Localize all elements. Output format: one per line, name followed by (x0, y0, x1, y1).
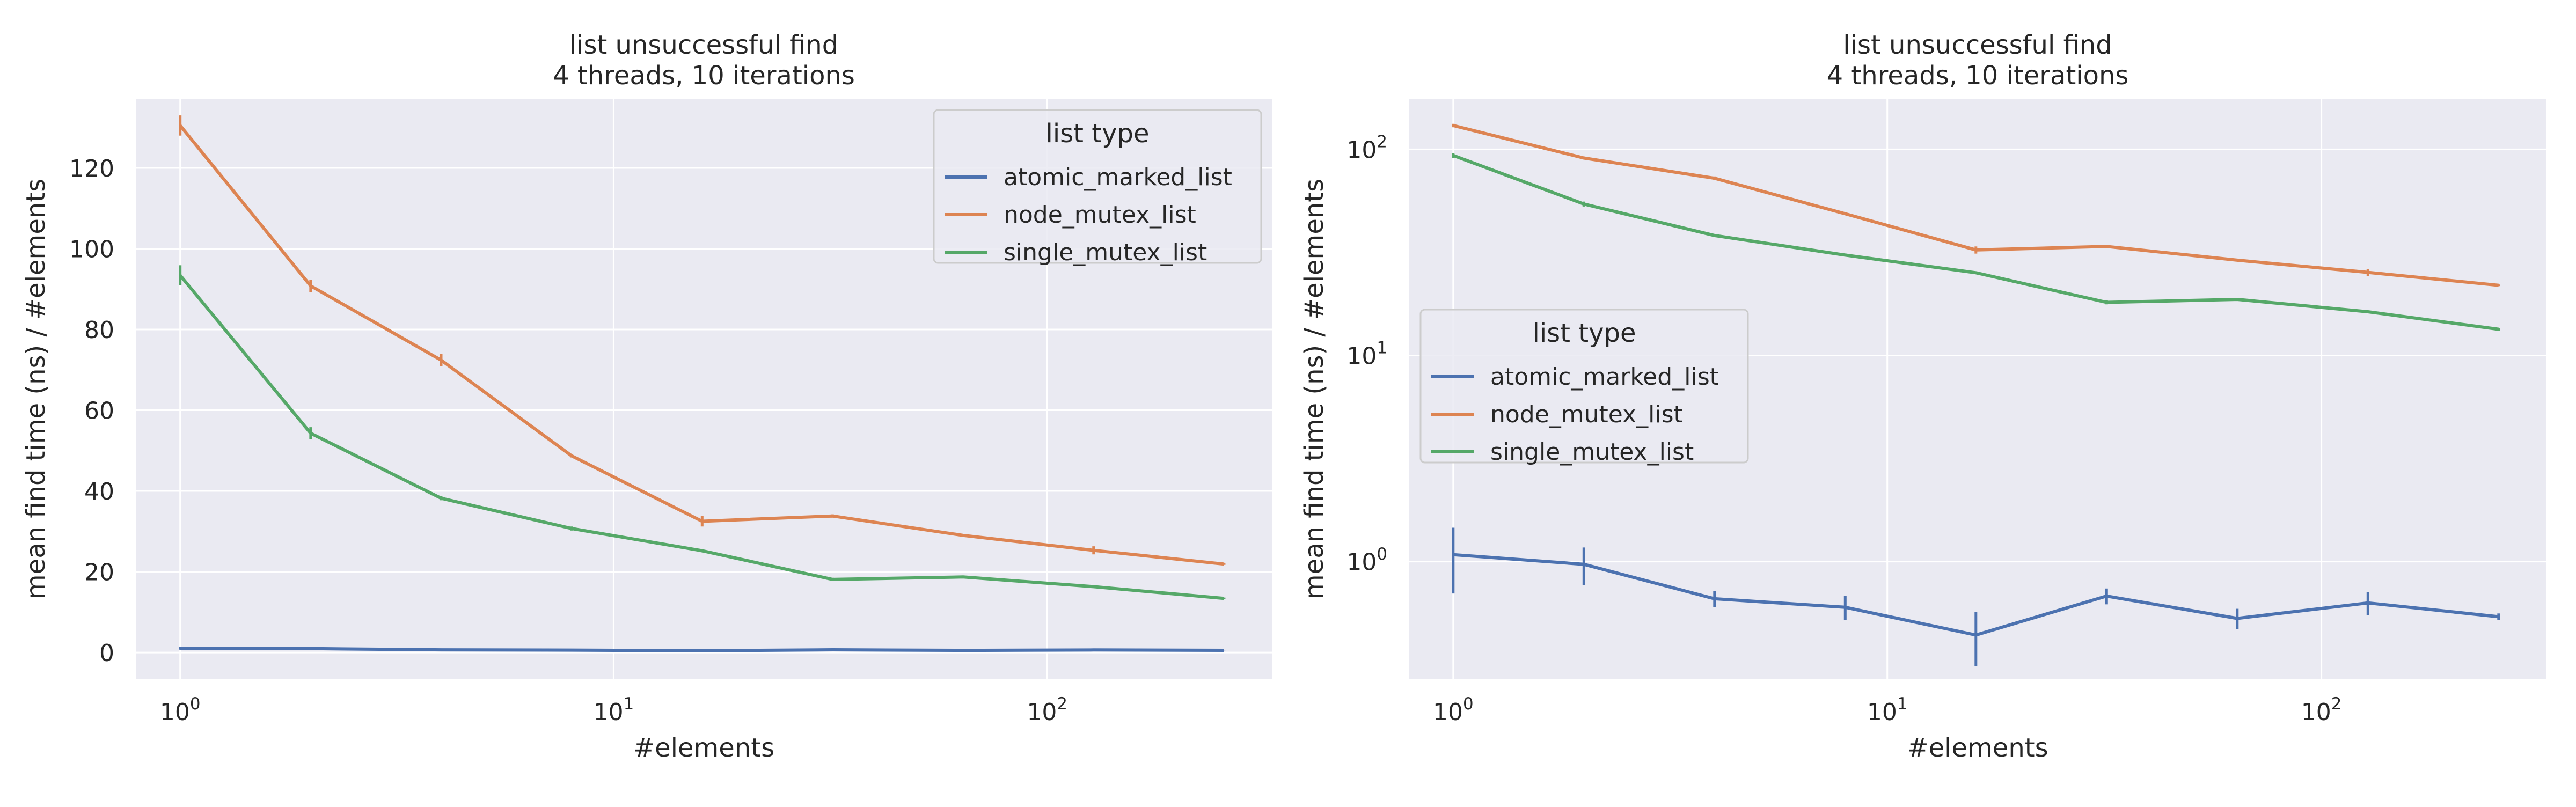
x-tick-label: 102 (1027, 694, 1067, 726)
y-tick-label: 102 (1346, 133, 1387, 164)
x-tick-label: 100 (1433, 694, 1474, 726)
legend-label-single_mutex_list: single_mutex_list (1490, 438, 1694, 466)
legend-title: list type (1533, 318, 1636, 348)
y-axis-label: mean find time (ns) / #elements (1299, 179, 1329, 599)
x-axis-label: #elements (633, 733, 774, 763)
chart-subtitle: 4 threads, 10 iterations (553, 61, 855, 91)
chart-subtitle: 4 threads, 10 iterations (1827, 61, 2129, 91)
y-tick-label: 101 (1346, 339, 1387, 370)
legend-title: list type (1046, 119, 1150, 149)
x-tick-label: 101 (594, 694, 634, 726)
legend: list type atomic_marked_list node_mutex_li… (1421, 310, 1748, 466)
chart-title: list unsuccessful find (569, 30, 838, 60)
y-axis-label: mean find time (ns) / #elements (21, 179, 51, 599)
y-tick-label: 120 (69, 155, 114, 182)
legend-label-atomic_marked_list: atomic_marked_list (1490, 363, 1719, 391)
y-tick-label: 20 (84, 559, 114, 586)
y-tick-label: 0 (99, 640, 114, 667)
y-tick-label: 100 (1346, 545, 1387, 576)
y-tick-label: 40 (84, 478, 114, 505)
legend-label-atomic_marked_list: atomic_marked_list (1004, 164, 1232, 191)
legend-label-node_mutex_list: node_mutex_list (1004, 201, 1196, 229)
legend-label-node_mutex_list: node_mutex_list (1490, 401, 1683, 428)
plot-panel-2: 100 101 102 100 101 102 list unsuccessful find… (1299, 30, 2546, 763)
y-tick-label: 60 (84, 398, 114, 425)
x-tick-label: 100 (160, 694, 201, 726)
plot-panel-1: 100 101 102 0 20 40 60 80 100 120 list unsuccessfu… (21, 30, 1272, 763)
y-tick-label: 100 (69, 236, 114, 263)
legend: list type atomic_marked_list node_mutex_li… (934, 110, 1261, 266)
chart-title: list unsuccessful find (1843, 30, 2112, 60)
x-tick-label: 102 (2301, 694, 2342, 726)
x-axis-label: #elements (1907, 733, 2048, 763)
x-tick-label: 101 (1867, 694, 1908, 726)
y-tick-label: 80 (84, 317, 114, 344)
legend-label-single_mutex_list: single_mutex_list (1004, 239, 1207, 266)
